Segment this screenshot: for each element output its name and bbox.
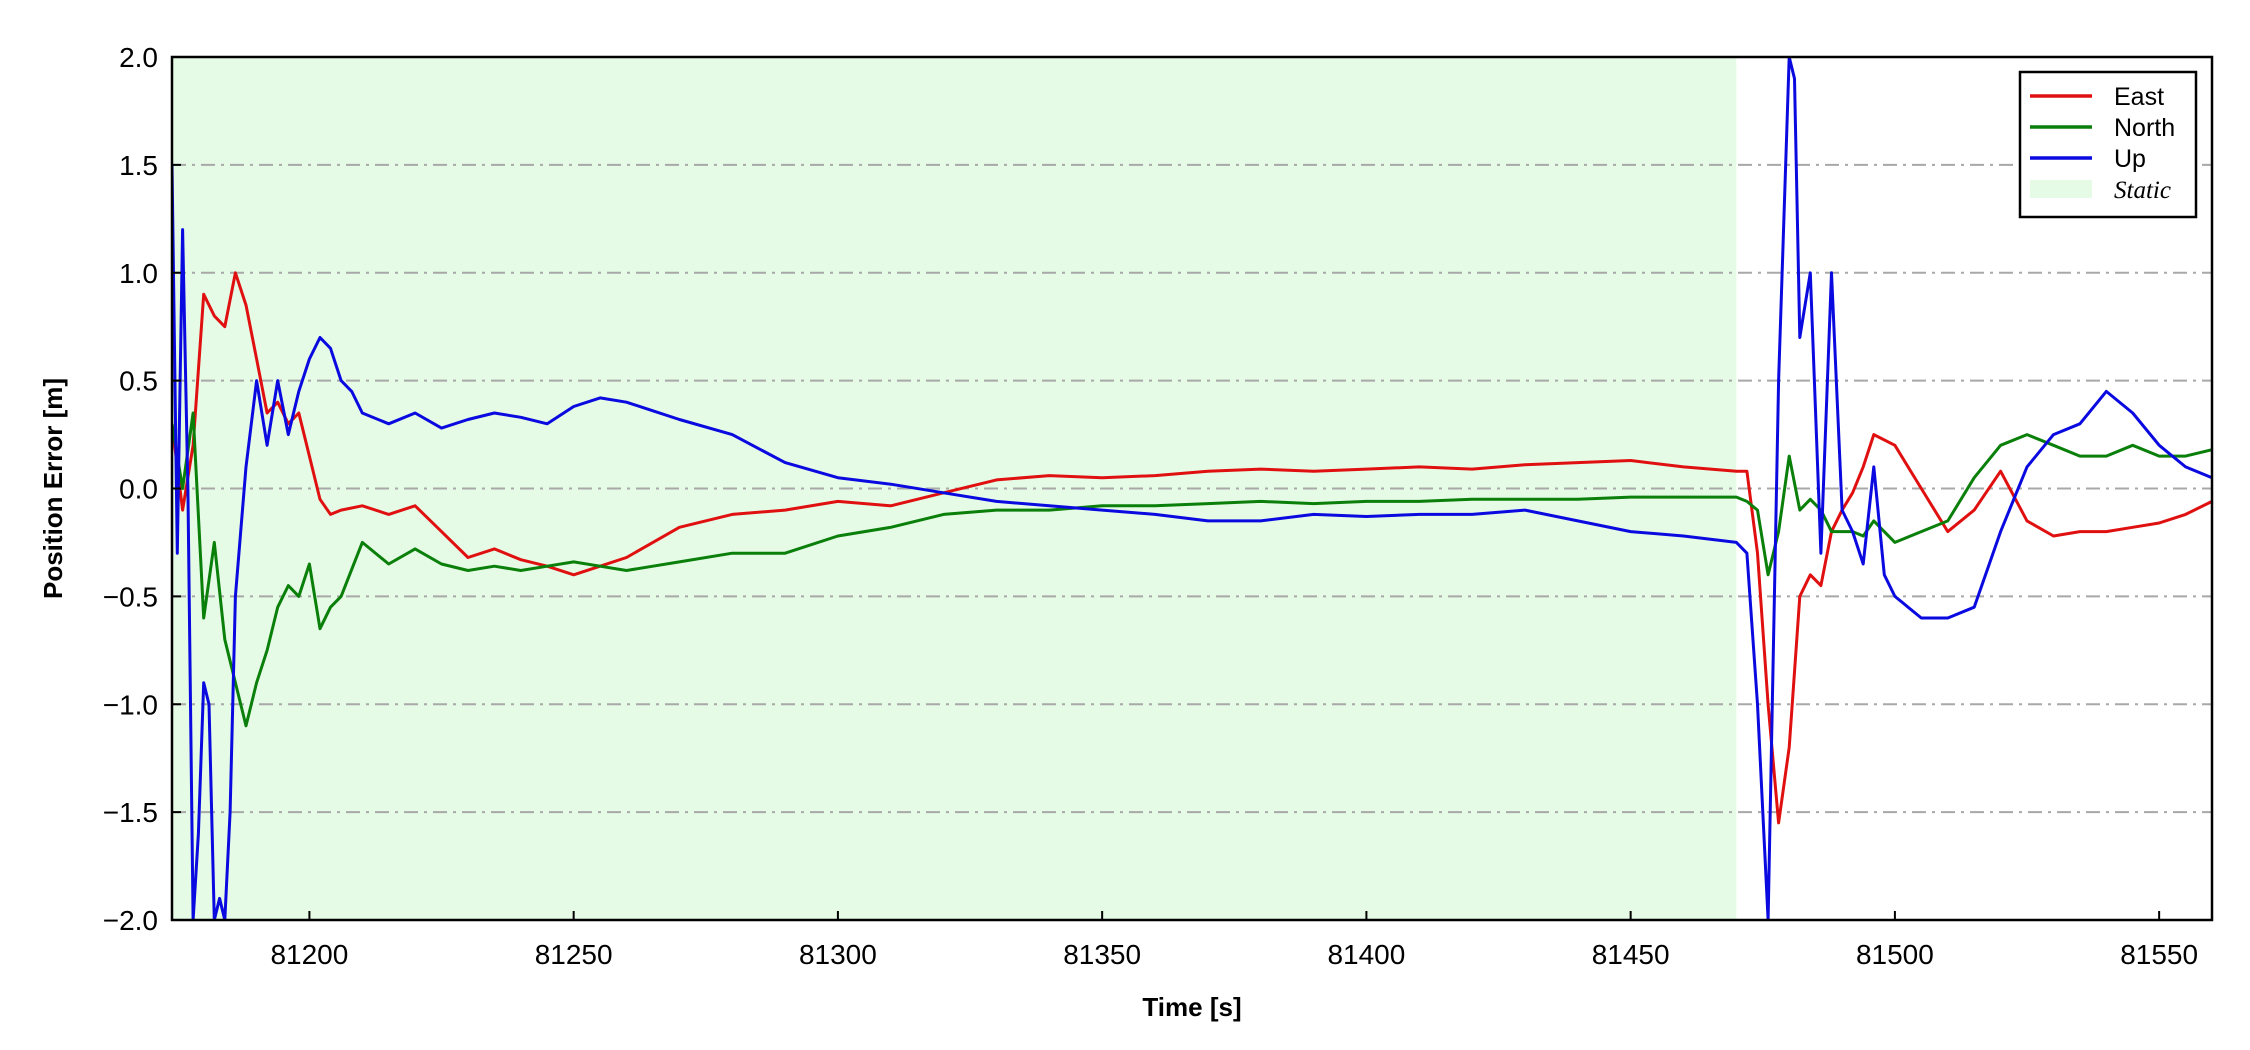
series-line-up bbox=[172, 57, 2212, 920]
legend-swatch-static bbox=[2030, 180, 2092, 198]
y-tick-label: −2.0 bbox=[103, 905, 158, 936]
x-tick-label: 81350 bbox=[1063, 939, 1141, 970]
y-tick-label: −1.0 bbox=[103, 689, 158, 720]
x-tick-label: 81450 bbox=[1592, 939, 1670, 970]
static-region bbox=[172, 57, 1737, 920]
y-tick-label: −0.5 bbox=[103, 581, 158, 612]
legend-label-up: Up bbox=[2114, 145, 2146, 173]
x-tick-label: 81300 bbox=[799, 939, 877, 970]
x-tick-label: 81550 bbox=[2120, 939, 2198, 970]
x-tick-label: 81250 bbox=[535, 939, 613, 970]
x-axis-label: Time [s] bbox=[1142, 992, 1241, 1022]
axis-ticks: 2.0 1.5 1.0 0.5 0.0 −0.5 −1.0 −1.5 −2.0 81200 8125… bbox=[103, 42, 2198, 970]
y-tick-label: 0.5 bbox=[119, 366, 158, 397]
legend: East North Up Static bbox=[2018, 70, 2198, 219]
y-axis-label: Position Error [m] bbox=[38, 378, 68, 599]
series-layer bbox=[172, 57, 2212, 920]
series-line-north bbox=[172, 411, 2212, 728]
y-tick-label: 0.0 bbox=[119, 474, 158, 505]
series-line-east bbox=[172, 271, 2212, 825]
grid-lines bbox=[172, 163, 2212, 814]
legend-label-static: Static bbox=[2114, 177, 2171, 204]
legend-label-north: North bbox=[2114, 114, 2175, 142]
y-tick-label: 1.5 bbox=[119, 150, 158, 181]
y-tick-label: 2.0 bbox=[119, 42, 158, 73]
x-tick-label: 81500 bbox=[1856, 939, 1934, 970]
x-tick-label: 81200 bbox=[270, 939, 348, 970]
x-tick-label: 81400 bbox=[1327, 939, 1405, 970]
legend-label-east: East bbox=[2114, 83, 2164, 111]
y-tick-label: 1.0 bbox=[119, 258, 158, 289]
y-tick-label: −1.5 bbox=[103, 797, 158, 828]
